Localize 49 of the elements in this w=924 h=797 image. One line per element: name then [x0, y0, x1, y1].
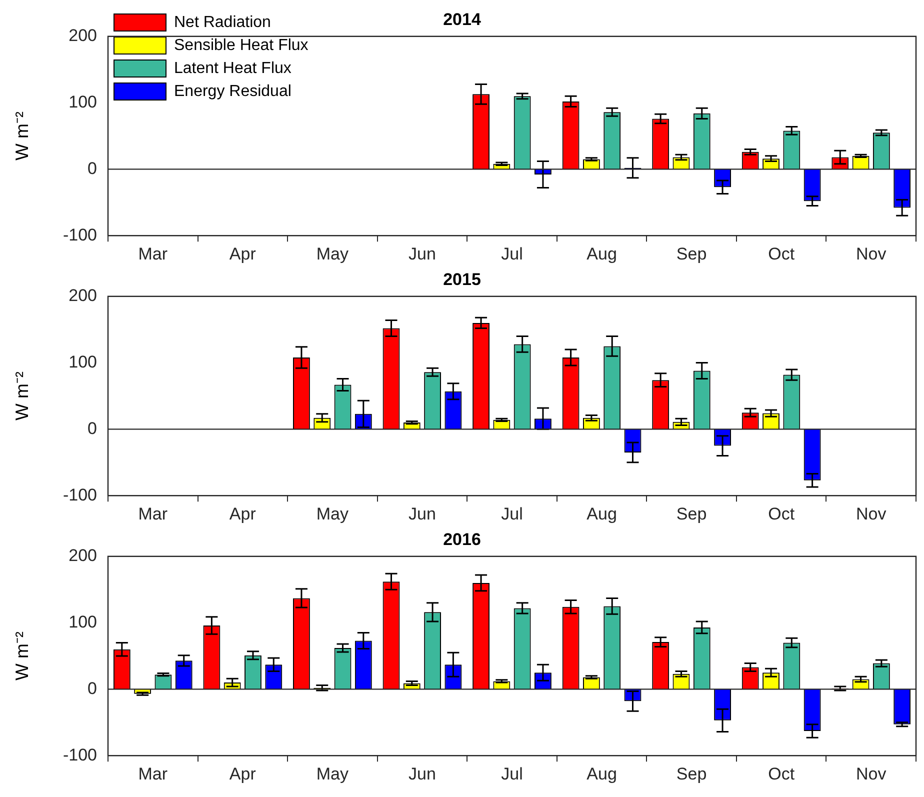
- x-tick-label: Mar: [138, 764, 168, 784]
- x-tick-label: Jul: [501, 504, 523, 524]
- y-tick-label: 100: [68, 352, 97, 372]
- y-tick-label: 0: [88, 678, 97, 698]
- x-tick-label: Oct: [768, 504, 795, 524]
- y-tick-label: 0: [88, 418, 97, 438]
- x-tick-label: May: [316, 764, 349, 784]
- y-tick-label: -100: [62, 225, 97, 244]
- y-axis-title: W m⁻²: [12, 372, 32, 420]
- x-tick-label: May: [316, 244, 349, 264]
- x-tick-label: Jul: [501, 764, 523, 784]
- y-axis-title: W m⁻²: [12, 632, 32, 680]
- x-tick-label: Apr: [229, 244, 256, 264]
- y-axis-title: W m⁻²: [12, 112, 32, 160]
- x-tick-label: Nov: [856, 764, 887, 784]
- x-tick-label: Mar: [138, 244, 168, 264]
- y-tick-label: -100: [62, 745, 97, 764]
- x-tick-label: Aug: [586, 764, 617, 784]
- x-tick-label: Apr: [229, 504, 256, 524]
- y-tick-label: 200: [68, 286, 97, 306]
- x-tick-label: Mar: [138, 504, 168, 524]
- y-tick-label: 200: [68, 26, 97, 46]
- y-tick-label: 200: [68, 546, 97, 566]
- legend-label: Sensible Heat Flux: [174, 36, 308, 54]
- y-tick-label: 100: [68, 92, 97, 112]
- x-tick-label: Jul: [501, 244, 523, 264]
- x-tick-label: Oct: [768, 244, 795, 264]
- chart-title: 2014: [443, 10, 482, 29]
- x-tick-label: Jun: [408, 244, 436, 264]
- legend-label: Energy Residual: [174, 82, 292, 100]
- x-tick-label: Sep: [676, 504, 707, 524]
- chart-title: 2015: [443, 270, 481, 289]
- x-tick-label: Oct: [768, 764, 795, 784]
- x-tick-label: Jun: [408, 764, 436, 784]
- y-tick-label: 100: [68, 612, 97, 632]
- y-tick-label: 0: [88, 158, 97, 178]
- x-tick-label: Aug: [586, 504, 617, 524]
- chart-title: 2016: [443, 530, 481, 549]
- y-tick-label: -100: [62, 485, 97, 504]
- x-tick-label: Aug: [586, 244, 617, 264]
- legend-label: Latent Heat Flux: [174, 60, 292, 77]
- legend-label: Net Radiation: [174, 14, 271, 31]
- x-tick-label: Sep: [676, 244, 707, 264]
- x-tick-label: Nov: [856, 504, 887, 524]
- x-tick-label: Apr: [229, 764, 256, 784]
- x-tick-label: Nov: [856, 244, 887, 264]
- x-tick-label: May: [316, 504, 349, 524]
- x-tick-label: Sep: [676, 764, 707, 784]
- x-tick-label: Jun: [408, 504, 436, 524]
